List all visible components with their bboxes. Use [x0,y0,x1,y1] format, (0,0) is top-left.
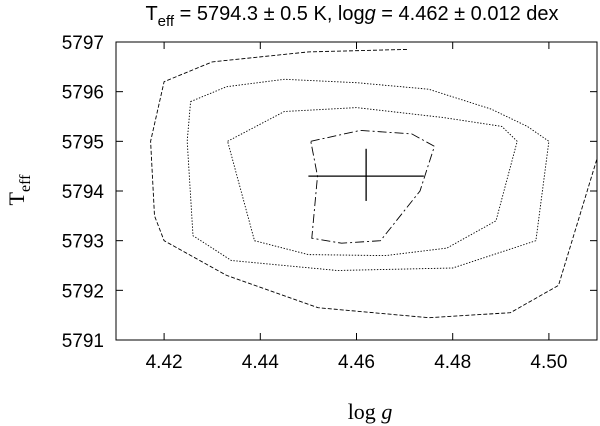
y-axis-title: Teff [4,174,34,206]
contour-lines [150,48,598,319]
best-fit-cross [308,148,424,201]
tick-marks [116,41,597,341]
y-tick-label: 5792 [62,281,104,302]
x-tick-label: 4.42 [146,352,183,373]
y-tick-labels: 5791 5792 5793 5794 5795 5796 5797 [62,33,105,352]
y-tick-label: 5791 [62,331,104,352]
x-tick-label: 4.48 [434,352,471,373]
x-tick-labels: 4.42 4.44 4.46 4.48 4.50 [146,352,568,373]
contour-1 [310,129,435,244]
y-tick-label: 5795 [62,132,104,153]
chart-title: Teff = 5794.3 ± 0.5 K, logg = 4.462 ± 0.… [145,3,558,30]
contour-2 [227,107,518,257]
y-tick-label: 5794 [62,182,105,203]
y-tick-label: 5797 [62,33,104,54]
plot-frame [115,41,598,341]
y-tick-label: 5793 [62,232,104,253]
contour-4 [150,48,598,319]
x-tick-label: 4.46 [338,352,375,373]
x-axis-title: log g [348,399,393,424]
x-tick-label: 4.44 [242,352,279,373]
contour-3 [186,78,550,271]
x-tick-label: 4.50 [530,352,567,373]
y-tick-label: 5796 [62,83,104,104]
